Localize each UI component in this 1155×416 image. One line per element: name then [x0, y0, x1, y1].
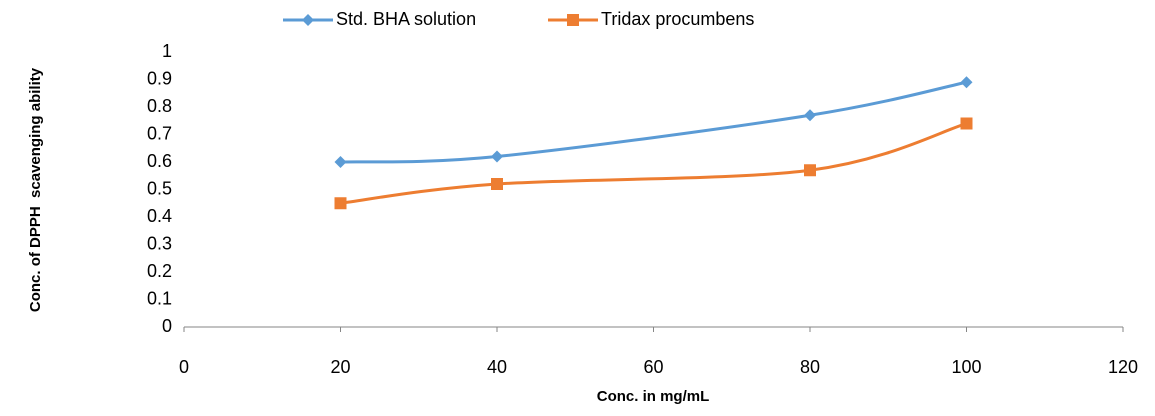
- marker: [804, 164, 816, 177]
- y-tick-label: 0.1: [147, 288, 172, 308]
- y-tick-label: 0.2: [147, 261, 172, 281]
- y-tick-label: 0: [162, 316, 172, 336]
- x-tick-label: 80: [800, 357, 820, 377]
- y-tick-label: 0.4: [147, 206, 172, 226]
- marker: [491, 178, 503, 190]
- y-tick-label: 0.5: [147, 178, 172, 198]
- x-tick-label: 20: [330, 357, 350, 377]
- y-axis-label: Conc. of DPPH scavenging ability: [27, 67, 44, 313]
- marker: [960, 117, 973, 130]
- x-tick-label: 0: [179, 357, 189, 377]
- series-line: [340, 122, 967, 205]
- x-tick-label: 120: [1108, 357, 1138, 377]
- x-tick-label: 40: [487, 357, 507, 377]
- marker: [804, 109, 816, 122]
- marker: [334, 156, 347, 168]
- x-tick-label: 60: [643, 357, 663, 377]
- series-line: [340, 80, 967, 164]
- marker: [960, 76, 973, 89]
- y-tick-label: 0.9: [147, 68, 172, 88]
- marker: [302, 14, 314, 26]
- y-tick-label: 0.7: [147, 123, 172, 143]
- y-tick-label: 0.3: [147, 233, 172, 253]
- marker: [491, 150, 503, 163]
- y-tick-label: 1: [162, 41, 172, 61]
- y-tick-label: 0.6: [147, 151, 172, 171]
- y-tick-label: 0.8: [147, 96, 172, 116]
- marker: [334, 197, 347, 210]
- marker: [567, 14, 579, 26]
- legend-label: Tridax procumbens: [601, 9, 754, 29]
- x-tick-label: 100: [951, 357, 981, 377]
- x-axis-label: Conc. in mg/mL: [597, 388, 710, 405]
- legend-label: Std. BHA solution: [336, 9, 476, 29]
